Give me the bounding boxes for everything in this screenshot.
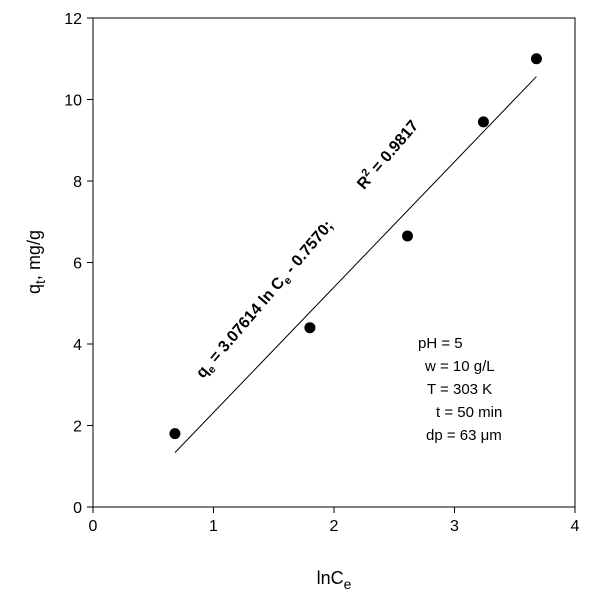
x-axis-label: lnCe: [317, 568, 352, 592]
conditions-block: pH = 5 w = 10 g/L T = 303 K t = 50 min d…: [418, 335, 502, 444]
condition-dp: dp = 63 μm: [426, 427, 502, 444]
x-tick-label: 4: [571, 518, 580, 535]
y-tick-label: 4: [73, 337, 82, 354]
condition-w: w = 10 g/L: [424, 358, 495, 375]
condition-t: T = 303 K: [427, 381, 492, 398]
data-point: [402, 230, 414, 242]
y-tick-label: 10: [64, 93, 82, 110]
data-point: [304, 322, 316, 334]
data-point: [169, 428, 181, 440]
x-tick-label: 2: [330, 518, 339, 535]
y-axis-label: qt, mg/g: [24, 230, 48, 294]
y-tick-label: 0: [73, 500, 82, 517]
r-squared: R2 = 0.9817: [352, 115, 422, 193]
condition-time: t = 50 min: [436, 404, 502, 421]
data-points: [169, 53, 542, 440]
plot-frame: [92, 17, 576, 508]
regression-equation: qe = 3.07614 ln Ce - 0.7570;: [193, 218, 339, 384]
y-tick-label: 6: [73, 256, 82, 273]
regression-annotation: qe = 3.07614 ln Ce - 0.7570; R2 = 0.9817: [193, 115, 422, 384]
y-tick-label: 12: [64, 11, 82, 28]
data-point: [477, 116, 489, 128]
x-tick-label: 3: [450, 518, 459, 535]
fit-line: [174, 76, 537, 453]
y-tick-label: 8: [73, 174, 82, 191]
fit-line-group: [174, 76, 537, 453]
x-tick-label: 0: [89, 518, 98, 535]
y-tick-label: 2: [73, 419, 82, 436]
data-point: [530, 53, 542, 65]
condition-ph: pH = 5: [418, 335, 463, 352]
x-tick-label: 1: [209, 518, 218, 535]
